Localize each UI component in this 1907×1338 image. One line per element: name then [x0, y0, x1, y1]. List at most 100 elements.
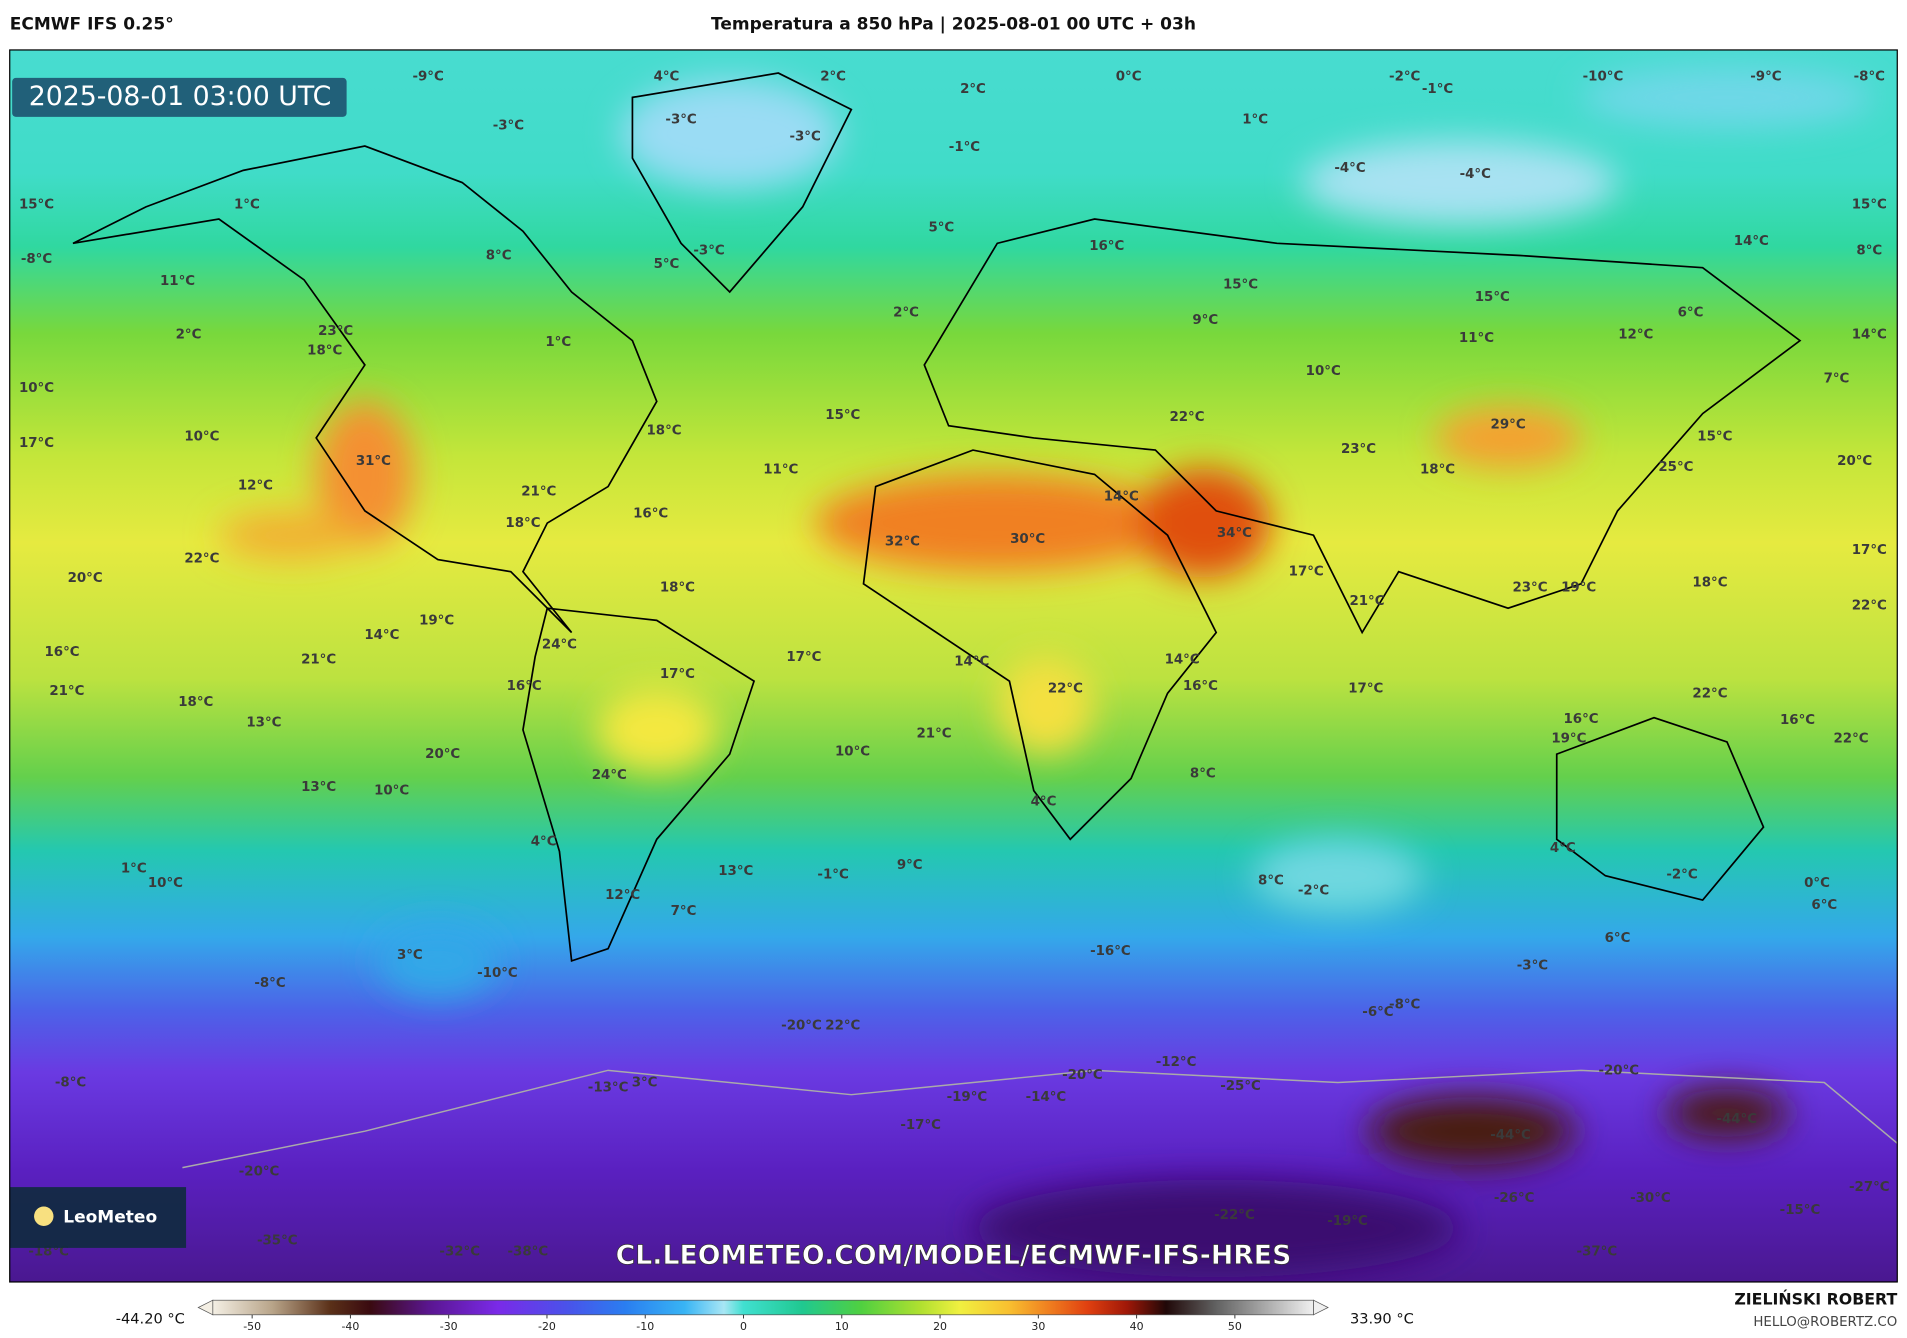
temperature-label: 20°C — [1837, 454, 1872, 469]
temperature-label: 8°C — [486, 248, 512, 263]
temperature-label: 4°C — [531, 835, 557, 850]
temperature-label: 1°C — [234, 197, 260, 212]
temperature-label: 10°C — [1306, 364, 1341, 379]
temperature-label: -16°C — [1090, 944, 1131, 959]
temperature-label: 12°C — [1618, 328, 1653, 343]
temperature-label: 21°C — [917, 726, 952, 741]
temperature-label: 10°C — [374, 784, 409, 799]
colorbar-tick-label: 10 — [835, 1320, 849, 1333]
temperature-label: 8°C — [1856, 244, 1882, 259]
colorbar-max: 33.90 °C — [1350, 1311, 1414, 1328]
timestamp-box — [12, 77, 347, 117]
temperature-label: 10°C — [835, 745, 870, 760]
temperature-label: 18°C — [1692, 576, 1727, 591]
temperature-label: 16°C — [507, 679, 542, 694]
temperature-label: 16°C — [1089, 239, 1124, 254]
temperature-label: 18°C — [660, 581, 695, 596]
temperature-label: -2°C — [1298, 883, 1329, 898]
temperature-label: 22°C — [1692, 686, 1727, 701]
temperature-label: 18°C — [307, 343, 342, 358]
temperature-label: -9°C — [1750, 70, 1781, 85]
temperature-label: 8°C — [1190, 767, 1216, 782]
temperature-label: -1°C — [949, 140, 980, 155]
temperature-label: 20°C — [68, 571, 103, 586]
colorbar-gradient — [212, 1299, 1314, 1316]
temperature-label: -14°C — [1026, 1090, 1067, 1105]
watermark: CL.LEOMETEO.COM/MODEL/ECMWF-IFS-HRES — [616, 1240, 1292, 1271]
temperature-label: 16°C — [633, 506, 668, 521]
temperature-label: -17°C — [900, 1118, 941, 1133]
temperature-label: 1°C — [545, 335, 571, 350]
temperature-label: 2°C — [176, 328, 202, 343]
colorbar-tick-label: 50 — [1228, 1320, 1242, 1333]
temperature-label: -19°C — [1327, 1214, 1368, 1229]
coastlines — [72, 72, 1802, 963]
temperature-label: -8°C — [1854, 70, 1885, 85]
temperature-label: 7°C — [1824, 371, 1850, 386]
temperature-label: 18°C — [1420, 463, 1455, 478]
temperature-label: 24°C — [592, 768, 627, 783]
model-name: ECMWF IFS 0.25° — [10, 14, 174, 34]
timestamp: 2025-08-01 03:00 UTC — [29, 81, 332, 112]
temperature-label: -18°C — [28, 1245, 69, 1260]
temperature-label: 12°C — [238, 478, 273, 493]
temperature-label: 7°C — [671, 904, 697, 919]
colorbar-tick-label: 20 — [933, 1320, 947, 1333]
temperature-label: -30°C — [1630, 1191, 1671, 1206]
temperature-label: -12°C — [1156, 1055, 1197, 1070]
temperature-label: 11°C — [1459, 331, 1494, 346]
temperature-label: -3°C — [665, 112, 696, 127]
temperature-label: 1°C — [1242, 112, 1268, 127]
temperature-label: -10°C — [477, 966, 518, 981]
temperature-label: 17°C — [1348, 681, 1383, 696]
temperature-label: 11°C — [160, 274, 195, 289]
temperature-label: -20°C — [781, 1018, 822, 1033]
temperature-label: -2°C — [1666, 868, 1697, 883]
temperature-label: -25°C — [1220, 1079, 1261, 1094]
temperature-label: 18°C — [647, 424, 682, 439]
temperature-label: -3°C — [1517, 959, 1548, 974]
map-title: Temperatura a 850 hPa | 2025-08-01 00 UT… — [711, 14, 1196, 34]
temperature-label: 9°C — [1192, 313, 1218, 328]
temperature-label: 13°C — [718, 864, 753, 879]
temperature-label: -4°C — [1460, 167, 1491, 182]
temperature-label: 14°C — [364, 628, 399, 643]
temperature-label: 0°C — [1116, 70, 1142, 85]
temperature-label: 6°C — [1678, 306, 1704, 321]
temperature-label: 22°C — [825, 1018, 860, 1033]
temperature-label: 16°C — [1564, 712, 1599, 727]
colorbar-tick-label: -40 — [341, 1320, 359, 1333]
temperature-label: 31°C — [356, 454, 391, 469]
temperature-label: 22°C — [1852, 599, 1887, 614]
temperature-label: 21°C — [1349, 594, 1384, 609]
temperature-label: 16°C — [44, 645, 79, 660]
temperature-label: 22°C — [1169, 410, 1204, 425]
temperature-label: -32°C — [439, 1245, 480, 1260]
temperature-label: -1°C — [1422, 82, 1453, 97]
temperature-label: 10°C — [184, 430, 219, 445]
temperature-label: 4°C — [1031, 795, 1057, 810]
temperature-label: 23°C — [318, 324, 353, 339]
temperature-label: -8°C — [55, 1076, 86, 1091]
temperature-label: 22°C — [1834, 731, 1869, 746]
temperature-label: 13°C — [301, 780, 336, 795]
temperature-label: 2°C — [893, 306, 919, 321]
temperature-label: 2°C — [820, 70, 846, 85]
temperature-label: -37°C — [1577, 1245, 1618, 1260]
temperature-label: 6°C — [1811, 898, 1837, 913]
colorbar-tick-label: 0 — [740, 1320, 747, 1333]
temperature-label: 15°C — [19, 197, 54, 212]
temperature-field — [9, 49, 1898, 1282]
temperature-label: 18°C — [505, 516, 540, 531]
temperature-label: 5°C — [654, 257, 680, 272]
temperature-label: 12°C — [605, 888, 640, 903]
temperature-label: -27°C — [1849, 1180, 1890, 1195]
temperature-label: 16°C — [1780, 713, 1815, 728]
colorbar-min: -44.20 °C — [116, 1311, 185, 1328]
temperature-label: 22°C — [1048, 681, 1083, 696]
temperature-label: -20°C — [1062, 1068, 1103, 1083]
colorbar: -50 -40 -30 -20 -10 0 10 20 30 40 50 — [197, 1299, 1329, 1333]
colorbar-tick-label: -20 — [538, 1320, 556, 1333]
temperature-label: 15°C — [825, 408, 860, 423]
